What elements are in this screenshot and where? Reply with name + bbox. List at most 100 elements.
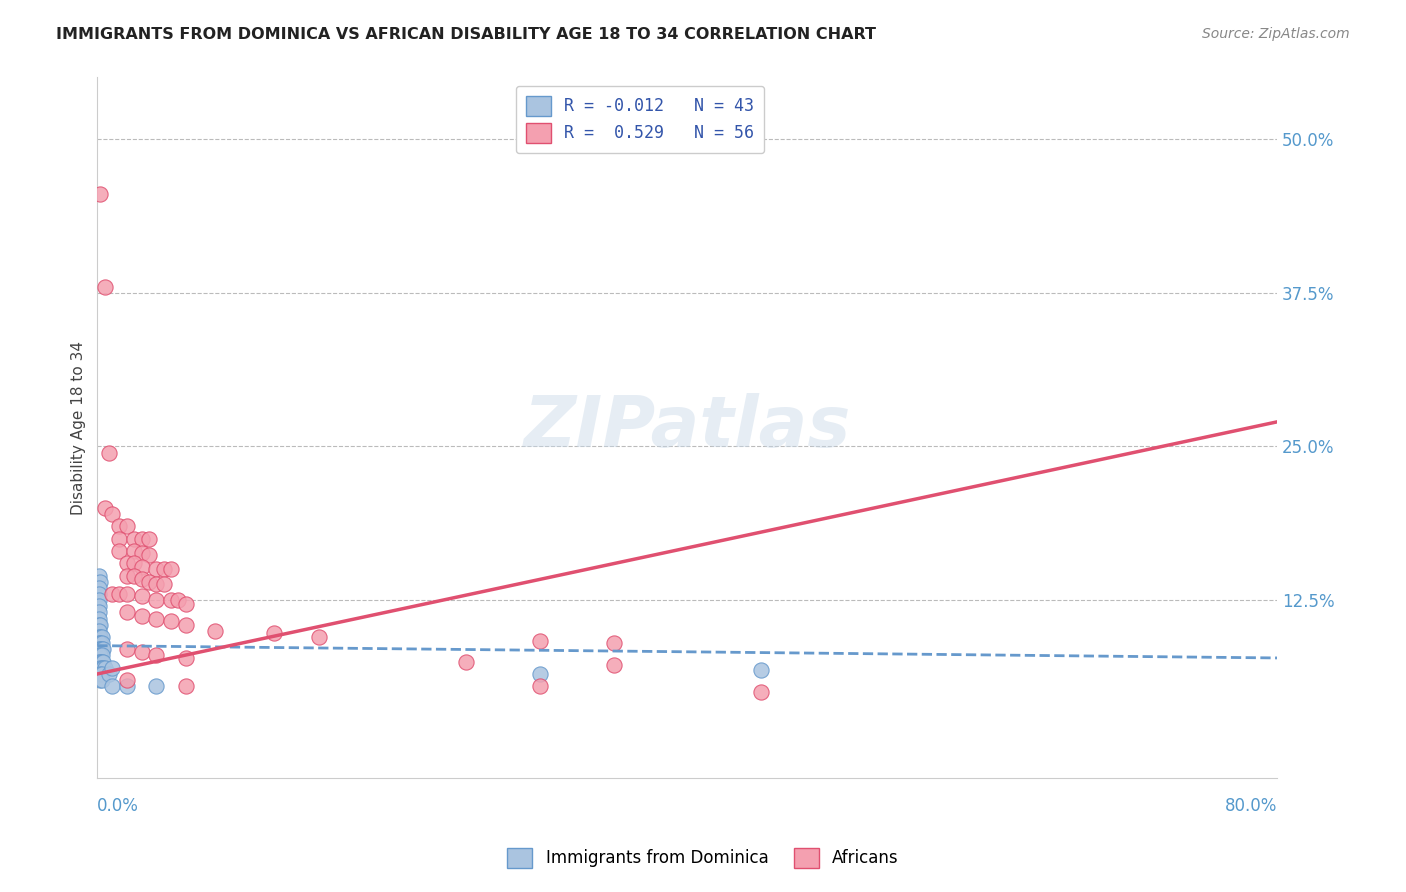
Point — [160, 562, 183, 576]
Point — [115, 587, 138, 601]
Point — [749, 685, 772, 699]
Point — [89, 187, 111, 202]
Point — [89, 636, 111, 650]
Text: Source: ZipAtlas.com: Source: ZipAtlas.com — [1202, 27, 1350, 41]
Point — [89, 648, 111, 663]
Point — [89, 673, 111, 687]
Point — [101, 679, 124, 693]
Point — [115, 556, 138, 570]
Point — [454, 655, 477, 669]
Point — [89, 617, 111, 632]
Text: 80.0%: 80.0% — [1225, 797, 1277, 815]
Point — [93, 661, 115, 675]
Point — [145, 562, 167, 576]
Point — [115, 673, 138, 687]
Point — [174, 597, 197, 611]
Point — [160, 593, 183, 607]
Point — [131, 609, 153, 624]
Point — [115, 606, 138, 620]
Point — [122, 568, 145, 582]
Point — [91, 655, 114, 669]
Point — [98, 445, 121, 459]
Point — [87, 599, 110, 614]
Point — [602, 658, 624, 673]
Text: IMMIGRANTS FROM DOMINICA VS AFRICAN DISABILITY AGE 18 TO 34 CORRELATION CHART: IMMIGRANTS FROM DOMINICA VS AFRICAN DISA… — [56, 27, 876, 42]
Point — [90, 667, 112, 681]
Point — [108, 587, 131, 601]
Text: 0.0%: 0.0% — [97, 797, 139, 815]
Point — [89, 574, 111, 589]
Point — [131, 590, 153, 604]
Point — [91, 661, 114, 675]
Point — [152, 577, 174, 591]
Point — [529, 679, 551, 693]
Point — [174, 651, 197, 665]
Point — [101, 661, 124, 675]
Point — [749, 663, 772, 677]
Point — [131, 546, 153, 560]
Point — [87, 617, 110, 632]
Point — [167, 593, 190, 607]
Point — [87, 630, 110, 644]
Point — [87, 624, 110, 638]
Point — [87, 611, 110, 625]
Point — [93, 500, 115, 515]
Y-axis label: Disability Age 18 to 34: Disability Age 18 to 34 — [72, 341, 86, 515]
Point — [602, 636, 624, 650]
Point — [152, 562, 174, 576]
Point — [87, 642, 110, 657]
Point — [131, 572, 153, 586]
Point — [89, 642, 111, 657]
Point — [87, 606, 110, 620]
Point — [87, 568, 110, 582]
Point — [108, 532, 131, 546]
Point — [87, 581, 110, 595]
Point — [90, 642, 112, 657]
Point — [89, 667, 111, 681]
Point — [87, 655, 110, 669]
Point — [89, 655, 111, 669]
Point — [115, 679, 138, 693]
Point — [308, 630, 330, 644]
Point — [108, 544, 131, 558]
Point — [101, 587, 124, 601]
Point — [87, 636, 110, 650]
Point — [145, 648, 167, 663]
Point — [90, 630, 112, 644]
Point — [263, 626, 285, 640]
Point — [90, 673, 112, 687]
Point — [87, 593, 110, 607]
Point — [145, 593, 167, 607]
Point — [204, 624, 226, 638]
Point — [90, 661, 112, 675]
Point — [529, 667, 551, 681]
Point — [122, 556, 145, 570]
Point — [101, 507, 124, 521]
Point — [122, 544, 145, 558]
Point — [89, 661, 111, 675]
Point — [174, 679, 197, 693]
Point — [90, 655, 112, 669]
Point — [115, 568, 138, 582]
Point — [122, 532, 145, 546]
Legend: Immigrants from Dominica, Africans: Immigrants from Dominica, Africans — [501, 841, 905, 875]
Point — [138, 532, 160, 546]
Point — [115, 642, 138, 657]
Point — [145, 611, 167, 625]
Point — [131, 560, 153, 574]
Point — [91, 642, 114, 657]
Point — [131, 645, 153, 659]
Point — [131, 532, 153, 546]
Point — [145, 577, 167, 591]
Point — [90, 648, 112, 663]
Point — [90, 636, 112, 650]
Point — [87, 587, 110, 601]
Point — [160, 614, 183, 628]
Point — [98, 667, 121, 681]
Legend: R = -0.012   N = 43, R =  0.529   N = 56: R = -0.012 N = 43, R = 0.529 N = 56 — [516, 86, 765, 153]
Point — [529, 633, 551, 648]
Point — [174, 617, 197, 632]
Point — [138, 574, 160, 589]
Point — [145, 679, 167, 693]
Point — [89, 630, 111, 644]
